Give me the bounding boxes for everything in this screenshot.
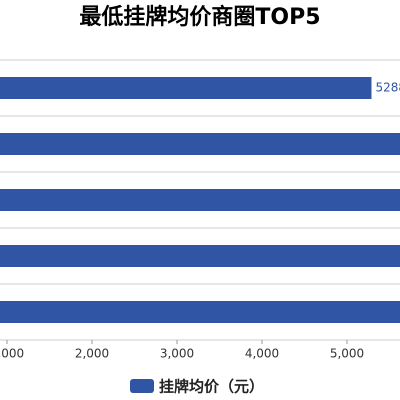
legend-swatch xyxy=(130,379,154,393)
bar xyxy=(0,77,372,99)
bar xyxy=(0,189,400,211)
bar xyxy=(0,245,400,267)
bar xyxy=(0,133,400,155)
x-tick-label: 2,000 xyxy=(75,347,109,361)
chart-title: 最低挂牌均价商圈TOP5 xyxy=(79,4,320,30)
value-label: 5288 xyxy=(375,81,400,95)
legend-label: 挂牌均价（元） xyxy=(159,378,264,396)
bar xyxy=(0,301,400,323)
x-tick-label: 1,000 xyxy=(0,347,24,361)
x-tick-label: 3,000 xyxy=(160,347,194,361)
x-tick-label: 4,000 xyxy=(245,347,279,361)
x-tick-label: 5,000 xyxy=(330,347,364,361)
